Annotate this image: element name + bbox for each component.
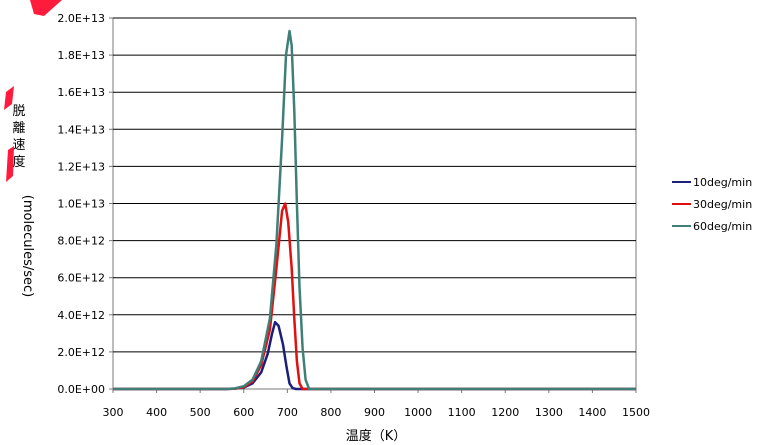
x-tick-label: 600: [233, 406, 254, 419]
y-axis-title-latin: (molecules/sec): [20, 195, 35, 297]
legend-entry: 30deg/min: [672, 198, 752, 211]
x-tick-label: 1200: [491, 406, 519, 419]
x-tick-label: 800: [320, 406, 341, 419]
y-tick-label: 2.0E+13: [57, 12, 105, 25]
y-axis-title-char: 度: [12, 154, 25, 170]
x-tick-label: 300: [103, 406, 124, 419]
y-axis-title: 脱 離 速 度 (molecules/sec): [12, 104, 35, 297]
y-tick-label: 1.2E+13: [57, 160, 105, 173]
x-tick-label: 1500: [622, 406, 650, 419]
x-tick-labels: 300 400 500 600 700 800 900 1000 1100 1200 1300 140…: [103, 406, 651, 419]
legend-entry: 10deg/min: [672, 176, 752, 189]
x-tick-label: 400: [146, 406, 167, 419]
legend: 10deg/min 30deg/min 60deg/min: [672, 176, 752, 233]
x-tick-label: 500: [190, 406, 211, 419]
y-tick-label: 6.0E+12: [57, 272, 105, 285]
red-corner-mark: [4, 0, 62, 182]
legend-entry: 60deg/min: [672, 220, 752, 233]
red-mark-shape: [30, 0, 62, 16]
series-lines: [113, 29, 636, 391]
y-tick-label: 1.0E+13: [57, 198, 105, 211]
y-axis-title-char: 速: [12, 138, 25, 153]
y-axis-title-char: 脱: [12, 104, 25, 119]
series-line-2: [113, 29, 636, 391]
x-tick-label: 1400: [578, 406, 606, 419]
y-tick-label: 1.4E+13: [57, 123, 105, 136]
y-tick-label: 4.0E+12: [57, 309, 105, 322]
legend-label: 30deg/min: [693, 198, 752, 211]
y-tick-label: 1.8E+13: [57, 49, 105, 62]
x-tick-label: 1300: [535, 406, 563, 419]
x-axis-title: 温度（K）: [346, 428, 407, 444]
red-mark-shape: [4, 86, 14, 110]
red-mark-shape: [6, 146, 14, 182]
y-tick-label: 8.0E+12: [57, 235, 105, 248]
x-tick-label: 900: [364, 406, 385, 419]
legend-label: 60deg/min: [693, 220, 752, 233]
x-tick-label: 1100: [448, 406, 476, 419]
gridlines: [109, 17, 637, 393]
y-tick-label: 2.0E+12: [57, 346, 105, 359]
x-tick-label: 1000: [404, 406, 432, 419]
y-axis-title-char: 離: [12, 121, 25, 136]
y-tick-label: 0.0E+00: [57, 383, 105, 396]
y-tick-label: 1.6E+13: [57, 86, 105, 99]
x-tick-label: 700: [277, 406, 298, 419]
legend-label: 10deg/min: [693, 176, 752, 189]
y-tick-labels: 0.0E+00 2.0E+12 4.0E+12 6.0E+12 8.0E+12 1.0E+…: [57, 12, 105, 396]
